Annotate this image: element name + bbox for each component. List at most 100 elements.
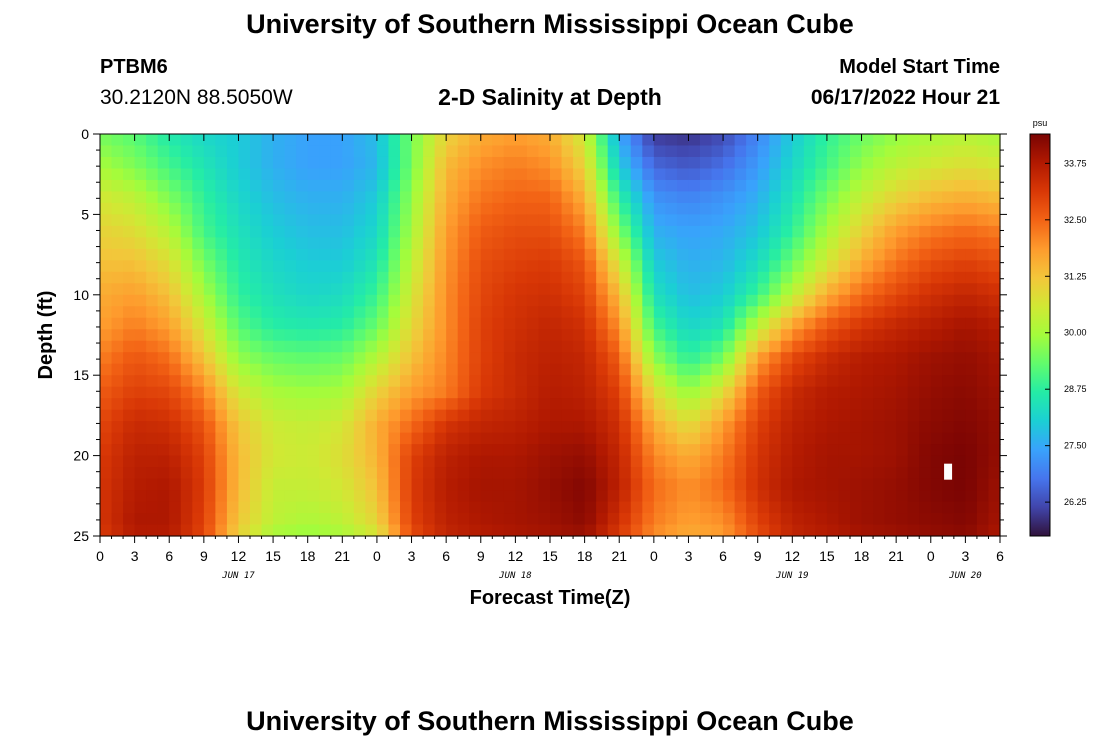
heatmap-cell	[838, 340, 851, 353]
heatmap-cell	[457, 501, 470, 514]
heatmap-cell	[630, 260, 643, 273]
heatmap-cell	[157, 490, 170, 503]
heatmap-cell	[538, 179, 551, 193]
heatmap-cell	[273, 421, 286, 434]
heatmap-cell	[203, 398, 216, 411]
heatmap-cell	[376, 156, 390, 170]
heatmap-cell	[653, 271, 666, 284]
heatmap-cell	[284, 156, 297, 170]
heatmap-cell	[665, 513, 678, 526]
x-tick-label: 18	[854, 548, 870, 564]
heatmap-cell	[134, 168, 147, 181]
heatmap-cell	[607, 237, 620, 250]
heatmap-cell	[203, 501, 216, 514]
heatmap-cell	[503, 501, 516, 514]
heatmap-cell	[169, 237, 182, 250]
heatmap-cell	[469, 352, 482, 365]
heatmap-cell	[665, 432, 678, 445]
heatmap-cell	[561, 260, 574, 273]
heatmap-cell	[850, 237, 863, 250]
heatmap-cell	[169, 352, 182, 365]
heatmap-cell	[896, 501, 909, 514]
heatmap-cell	[965, 352, 978, 365]
heatmap-cell	[492, 340, 505, 353]
heatmap-cell	[365, 248, 378, 261]
heatmap-cell	[850, 145, 863, 158]
heatmap-cell	[134, 317, 147, 330]
heatmap-cell	[376, 145, 390, 158]
heatmap-cell	[538, 237, 551, 250]
heatmap-cell	[746, 398, 759, 411]
heatmap-cell	[815, 444, 828, 457]
heatmap-cell	[792, 179, 805, 193]
heatmap-cell	[930, 260, 943, 273]
heatmap-cell	[596, 444, 609, 457]
heatmap-cell	[353, 306, 366, 319]
heatmap-cell	[861, 501, 874, 514]
heatmap-cell	[169, 145, 182, 158]
heatmap-cell	[388, 156, 401, 170]
heatmap-cell	[330, 145, 343, 158]
heatmap-cell	[988, 409, 1001, 422]
heatmap-cell	[284, 432, 297, 445]
heatmap-cell	[965, 306, 978, 319]
heatmap-cell	[815, 375, 828, 388]
heatmap-cell	[169, 191, 182, 204]
heatmap-cell	[584, 306, 597, 319]
heatmap-cell	[803, 237, 816, 250]
heatmap-cell	[711, 179, 724, 193]
heatmap-cell	[642, 306, 655, 319]
heatmap-cell	[492, 168, 505, 181]
heatmap-cell	[411, 248, 424, 261]
heatmap-cell	[376, 490, 390, 503]
heatmap-cell	[457, 432, 470, 445]
heatmap-cell	[342, 260, 355, 273]
heatmap-cell	[388, 191, 401, 204]
heatmap-cell	[215, 191, 228, 204]
heatmap-cell	[365, 398, 378, 411]
heatmap-cell	[653, 202, 666, 215]
heatmap-cell	[411, 409, 424, 422]
heatmap-cell	[561, 501, 574, 514]
heatmap-cell	[146, 513, 159, 526]
heatmap-cell	[688, 271, 701, 284]
heatmap-cell	[146, 134, 159, 147]
heatmap-cell	[723, 168, 736, 181]
heatmap-cell	[284, 317, 297, 330]
heatmap-cell	[630, 214, 643, 227]
heatmap-cell	[273, 432, 286, 445]
heatmap-cell	[388, 421, 401, 434]
heatmap-cell	[100, 444, 113, 457]
heatmap-cell	[584, 375, 597, 388]
heatmap-cell	[457, 421, 470, 434]
heatmap-cell	[226, 156, 240, 170]
heatmap-cell	[100, 260, 113, 273]
heatmap-cell	[780, 386, 793, 399]
heatmap-cell	[573, 467, 586, 480]
heatmap-cell	[503, 260, 516, 273]
heatmap-cell	[826, 363, 840, 376]
heatmap-cell	[123, 524, 136, 537]
heatmap-cell	[653, 386, 666, 399]
heatmap-cell	[388, 134, 401, 147]
heatmap-cell	[284, 145, 297, 158]
heatmap-cell	[919, 444, 932, 457]
heatmap-cell	[192, 271, 205, 284]
heatmap-cell	[526, 271, 540, 284]
heatmap-cell	[653, 191, 666, 204]
heatmap-cell	[100, 329, 113, 342]
heatmap-cell	[930, 340, 943, 353]
heatmap-cell	[965, 478, 978, 491]
heatmap-cell	[469, 317, 482, 330]
heatmap-cell	[642, 409, 655, 422]
heatmap-cell	[330, 340, 343, 353]
heatmap-cell	[134, 294, 147, 307]
heatmap-cell	[446, 179, 459, 193]
heatmap-cell	[261, 490, 274, 503]
heatmap-cell	[953, 156, 966, 170]
heatmap-cell	[365, 202, 378, 215]
heatmap-cell	[953, 513, 966, 526]
heatmap-cell	[123, 329, 136, 342]
heatmap-cell	[146, 375, 159, 388]
heatmap-cell	[273, 467, 286, 480]
